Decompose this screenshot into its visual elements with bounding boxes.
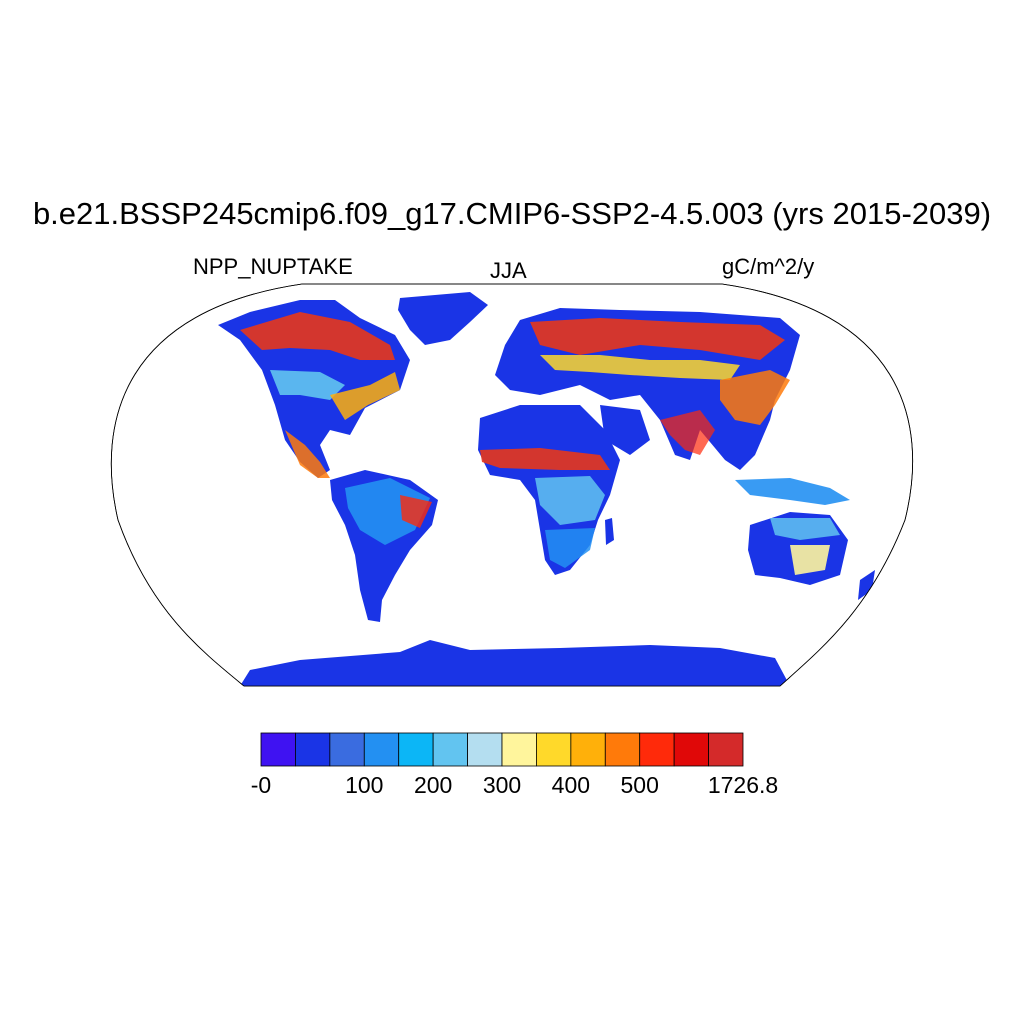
australia-north bbox=[770, 518, 840, 540]
colorbar-box bbox=[295, 732, 331, 767]
colorbar-box bbox=[432, 732, 468, 767]
colorbar-tick-label: 100 bbox=[345, 772, 384, 798]
brazil-east bbox=[400, 495, 432, 528]
antarctica bbox=[240, 640, 790, 686]
north-america-boreal bbox=[240, 312, 395, 360]
new-zealand bbox=[858, 570, 875, 600]
colorbar-box bbox=[604, 732, 641, 767]
colorbar-tick-label: 1726.8 bbox=[707, 772, 779, 798]
central-africa bbox=[535, 476, 605, 525]
map-frame bbox=[110, 283, 914, 687]
greenland bbox=[398, 292, 488, 345]
colorbar-box bbox=[363, 732, 400, 767]
colorbar-box bbox=[329, 732, 365, 767]
amazon-region bbox=[345, 478, 430, 545]
variable-label: NPP_NUPTAKE bbox=[193, 254, 353, 279]
colorbar-tick-label: 400 bbox=[551, 772, 591, 798]
colorbar-box bbox=[570, 732, 606, 767]
colorbar-tick-label: 200 bbox=[413, 772, 453, 798]
maritime-southeast-asia bbox=[735, 478, 850, 505]
southern-africa bbox=[545, 528, 595, 568]
eurasia-steppe bbox=[540, 355, 740, 380]
south-asia bbox=[660, 410, 715, 455]
colorbar-tick-label: 500 bbox=[620, 772, 659, 798]
colorbar-tick-label: 300 bbox=[482, 772, 522, 798]
east-asia bbox=[720, 370, 790, 425]
colorbar-box bbox=[673, 732, 709, 767]
colorbar-box bbox=[260, 732, 296, 767]
madagascar bbox=[605, 518, 614, 545]
colorbar-tick-label: -0 bbox=[250, 772, 272, 798]
mexico-central-america bbox=[285, 430, 330, 478]
colorbar-box bbox=[536, 732, 572, 767]
colorbar-box bbox=[639, 732, 675, 767]
eurasia-boreal bbox=[530, 318, 785, 360]
units-label: gC/m^2/y bbox=[722, 254, 815, 279]
north-america-southeast bbox=[330, 372, 400, 420]
plot-title: b.e21.BSSP245cmip6.f09_g17.CMIP6-SSP2-4.… bbox=[32, 196, 992, 231]
colorbar-box bbox=[708, 732, 744, 767]
australia-interior bbox=[790, 545, 830, 575]
colorbar-box bbox=[501, 732, 537, 767]
season-label: JJA bbox=[490, 258, 527, 283]
colorbar-box bbox=[467, 732, 503, 767]
sahel-band bbox=[480, 448, 610, 470]
arabia bbox=[600, 405, 650, 455]
colorbar-box bbox=[398, 732, 434, 767]
north-america-central bbox=[270, 370, 345, 400]
